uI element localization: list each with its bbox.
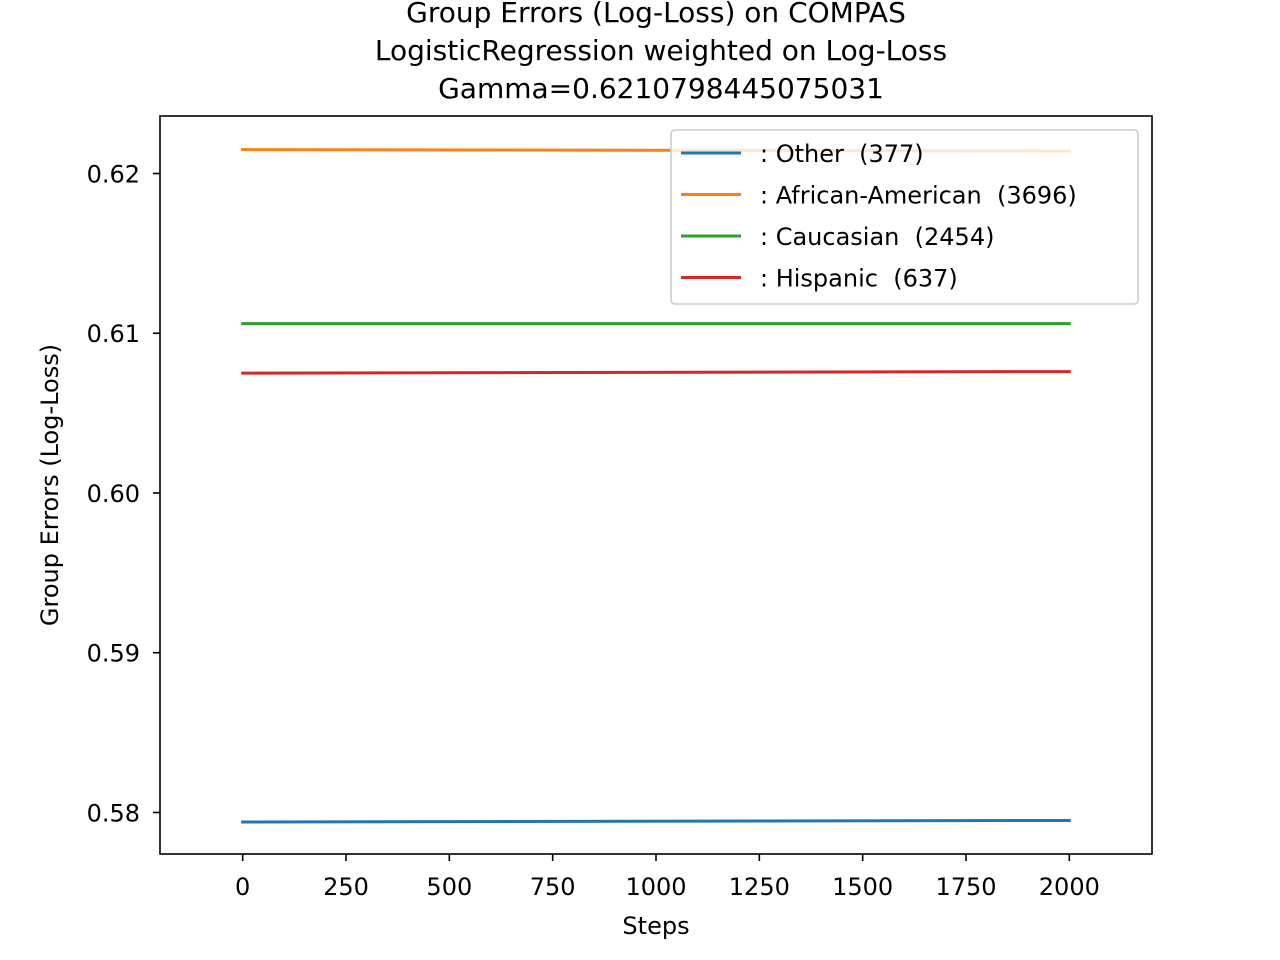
x-axis-ticks: 0 250 500 750 1000 1250 1500 1750 2000 bbox=[235, 854, 1100, 901]
series-line-3 bbox=[241, 370, 1071, 375]
x-tick-label: 1250 bbox=[729, 873, 790, 901]
x-tick-label: 750 bbox=[530, 873, 576, 901]
legend-label-0: : Other (377) bbox=[760, 140, 924, 168]
x-tick-label: 1750 bbox=[935, 873, 996, 901]
x-tick-label: 1000 bbox=[625, 873, 686, 901]
legend-box bbox=[670, 129, 1139, 305]
series-line-0 bbox=[241, 818, 1071, 824]
legend-label-2: : Caucasian (2454) bbox=[760, 223, 994, 251]
legend: : Other (377) : African-American (3696) : … bbox=[670, 129, 1139, 305]
legend-label-1: : African-American (3696) bbox=[760, 182, 1077, 210]
legend-label-3: : Hispanic (637) bbox=[760, 265, 958, 293]
y-tick-label: 0.62 bbox=[87, 161, 140, 189]
x-tick-label: 250 bbox=[323, 873, 369, 901]
x-tick-label: 2000 bbox=[1039, 873, 1100, 901]
y-tick-label: 0.60 bbox=[87, 480, 140, 508]
y-axis-label: Group Errors (Log-Loss) bbox=[36, 344, 64, 626]
title-line-3: Gamma=0.6210798445075031 bbox=[438, 72, 884, 105]
title-line-2: LogisticRegression weighted on Log-Loss bbox=[375, 34, 947, 67]
y-tick-label: 0.61 bbox=[87, 320, 140, 348]
chart-title: Group Errors (Log-Loss) on COMPAS Logist… bbox=[375, 0, 947, 105]
y-tick-label: 0.59 bbox=[87, 640, 140, 668]
x-tick-label: 0 bbox=[235, 873, 250, 901]
y-tick-label: 0.58 bbox=[87, 799, 140, 827]
series-layer bbox=[241, 148, 1071, 824]
x-axis-label: Steps bbox=[622, 912, 689, 940]
x-tick-label: 500 bbox=[426, 873, 472, 901]
title-line-1: Group Errors (Log-Loss) on COMPAS bbox=[406, 0, 906, 29]
y-axis-ticks: 0.58 0.59 0.60 0.61 0.62 bbox=[87, 161, 160, 827]
legend-entries: : Other (377) : African-American (3696) : … bbox=[681, 140, 1077, 293]
x-tick-label: 1500 bbox=[832, 873, 893, 901]
